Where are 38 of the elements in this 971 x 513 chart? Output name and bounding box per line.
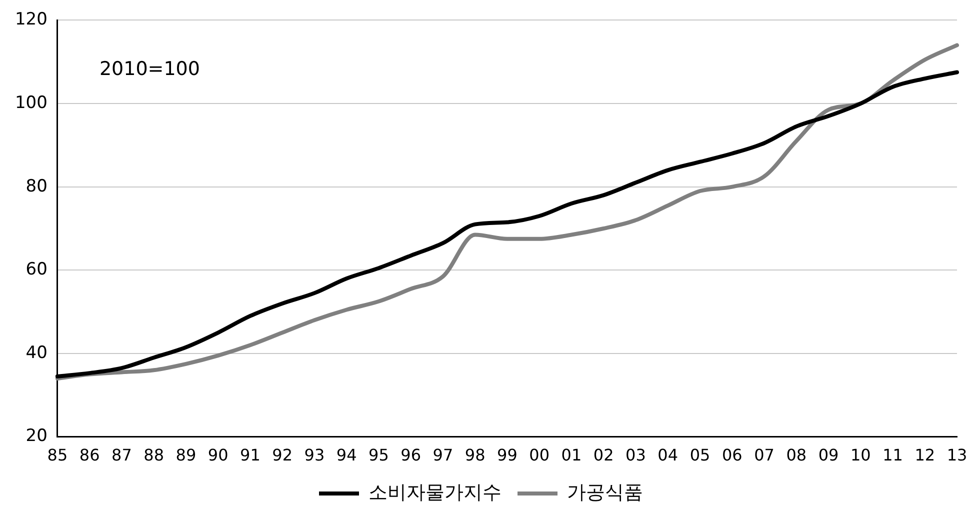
x-tick-label: 87	[112, 446, 132, 465]
x-tick-label: 00	[529, 446, 550, 465]
x-tick-label: 96	[400, 446, 422, 465]
x-tick-label: 07	[754, 446, 774, 465]
x-tick-label: 02	[593, 446, 614, 465]
x-tick-label: 97	[432, 446, 454, 465]
x-tick-label: 91	[240, 446, 260, 465]
x-tick-label: 98	[464, 446, 486, 465]
x-tick-label: 01	[561, 446, 582, 465]
x-tick-label: 85	[47, 446, 68, 465]
x-tick-label: 93	[304, 446, 325, 465]
y-tick-label: 20	[26, 426, 48, 446]
x-tick-label: 88	[144, 446, 164, 465]
x-tick-label: 12	[914, 446, 936, 465]
x-tick-label: 04	[658, 446, 678, 465]
y-tick-label: 100	[14, 92, 48, 113]
x-tick-label: 95	[368, 446, 389, 465]
legend-label: 소비자물가지수	[368, 481, 502, 504]
x-tick-label: 05	[690, 446, 710, 465]
y-tick-label: 40	[26, 342, 48, 363]
x-tick-label: 10	[850, 446, 871, 465]
x-tick-label: 13	[946, 446, 968, 465]
x-tick-label: 86	[79, 446, 100, 465]
x-tick-label: 06	[722, 446, 742, 465]
y-tick-label: 80	[26, 176, 48, 196]
x-tick-label: 09	[818, 446, 839, 465]
x-tick-label: 99	[497, 446, 518, 465]
legend-label: 가공식품	[567, 481, 643, 504]
x-tick-label: 11	[882, 446, 903, 465]
y-tick-label: 120	[14, 10, 48, 30]
x-tick-label: 08	[786, 446, 807, 465]
x-tick-label: 03	[626, 446, 646, 465]
x-tick-label: 92	[272, 446, 293, 465]
x-tick-label: 89	[176, 446, 196, 465]
y-tick-label: 60	[26, 260, 48, 280]
annotation: 2010=100	[99, 58, 200, 80]
x-tick-label: 94	[336, 446, 357, 465]
x-tick-label: 90	[208, 446, 228, 465]
